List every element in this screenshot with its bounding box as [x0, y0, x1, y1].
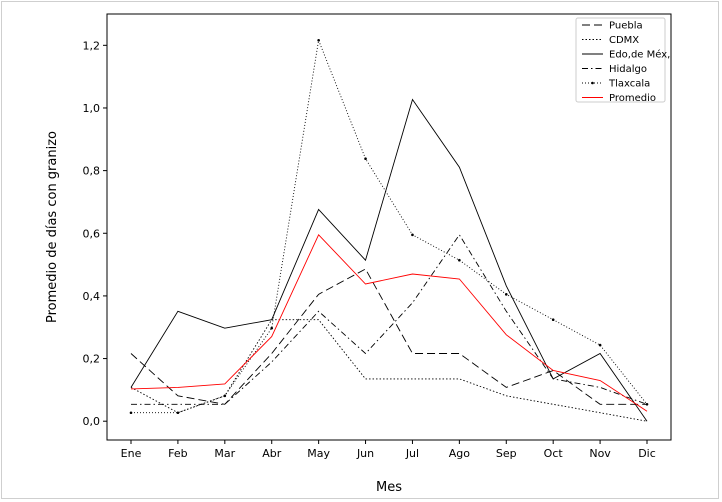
series-line-hidalgo [131, 233, 648, 405]
series-point-tlaxcala [645, 402, 649, 406]
series-line-puebla [130, 268, 647, 405]
y-tick-label: 0,4 [83, 290, 101, 303]
series-point-tlaxcala [364, 157, 367, 161]
plot-area [106, 13, 672, 441]
legend-label-cdmx: CDMX [609, 35, 639, 46]
y-tick-label: 1,2 [83, 39, 101, 52]
series-point-tlaxcala [504, 293, 508, 296]
series-layer [129, 38, 649, 422]
series-point-tlaxcala [129, 411, 133, 415]
legend: Puebla CDMX Edo,de Méx, Hidalgo Tlaxcala Prom… [575, 17, 670, 104]
legend-box [575, 17, 666, 103]
series-point-tlaxcala [176, 411, 180, 415]
x-tick-label: Abr [262, 447, 282, 460]
y-tick-label: 0,8 [83, 165, 101, 178]
x-tick-label: Jul [405, 447, 419, 460]
series-line-tlaxcala [131, 38, 648, 414]
series-line-edo-de-mex [130, 98, 648, 422]
series-point-tlaxcala [223, 394, 227, 398]
legend-label-promedio: Promedio [609, 93, 656, 104]
y-tick-label: 0,6 [83, 227, 101, 240]
series-point-tlaxcala [411, 233, 414, 237]
x-axis-label: Mes [376, 480, 402, 495]
y-tick-label: 0,2 [83, 353, 101, 366]
legend-label-tlaxcala: Tlaxcala [608, 79, 650, 90]
legend-label-hidalgo: Hidalgo [609, 64, 647, 75]
x-tick-label: Mar [214, 447, 235, 460]
x-tick-label: May [307, 447, 330, 460]
series-point-tlaxcala [598, 343, 602, 347]
x-tick-label: Jun [356, 447, 374, 460]
legend-marker-tlaxcala [591, 81, 594, 85]
series-line-promedio [130, 234, 648, 412]
series-point-tlaxcala [458, 258, 461, 262]
x-tick-label: Ene [121, 447, 142, 460]
series-line-cdmx [130, 319, 648, 422]
y-tick-label: 1,0 [83, 102, 101, 115]
y-tick-label: 0,0 [83, 415, 101, 428]
y-tick-layer: 0,0 0,2 0,4 0,6 0,8 1,0 1,2 [83, 39, 107, 428]
series-point-tlaxcala [270, 326, 274, 330]
series-point-tlaxcala [317, 39, 320, 42]
x-tick-layer: Ene Feb Mar Abr May Jun Jul Ago Sep Oct Nov Dic [121, 440, 656, 460]
x-tick-label: Nov [589, 447, 611, 460]
y-axis-label: Promedio de días con granizo [45, 131, 60, 323]
legend-label-edo-de-mex: Edo,de Méx, [609, 49, 670, 61]
x-tick-label: Feb [168, 447, 187, 460]
x-tick-label: Ago [449, 447, 471, 460]
legend-label-puebla: Puebla [609, 21, 643, 32]
series-point-tlaxcala [551, 318, 555, 322]
x-tick-label: Dic [638, 447, 656, 460]
x-tick-label: Sep [496, 447, 517, 460]
x-tick-label: Oct [544, 447, 564, 460]
